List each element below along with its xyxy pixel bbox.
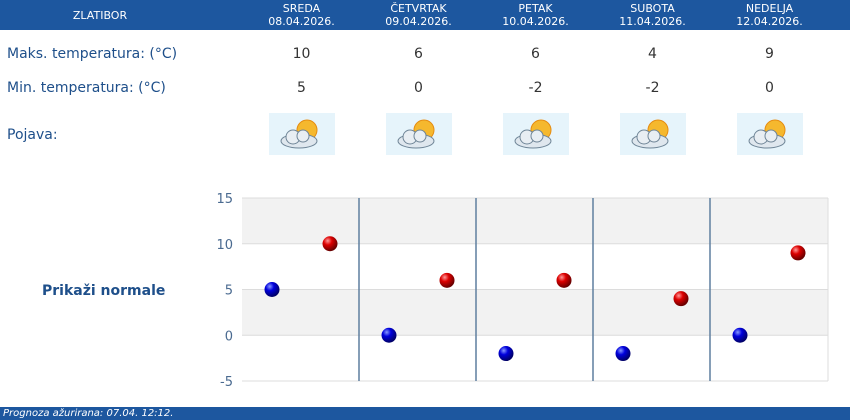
min-temp-value: 0 xyxy=(414,80,423,96)
min-temp-value: -2 xyxy=(528,80,543,96)
max-temp-point xyxy=(322,236,338,252)
max-temp-point xyxy=(556,272,572,288)
min-temp-value: 0 xyxy=(765,80,774,96)
max-temp-point xyxy=(673,291,689,307)
y-tick-label: 0 xyxy=(225,329,233,344)
max-temp-value: 10 xyxy=(292,46,311,62)
max-temp-point xyxy=(790,245,806,261)
max-temp-value: 6 xyxy=(414,46,423,62)
show-normals-link[interactable]: Prikaži normale xyxy=(42,283,166,299)
day-name: ČETVRTAK xyxy=(390,2,447,15)
day-header: NEDELJA 12.04.2026. xyxy=(711,2,828,28)
min-temp-point xyxy=(498,346,514,362)
phenomenon-label: Pojava: xyxy=(7,127,58,143)
max-temp-label: Maks. temperatura: (°C) xyxy=(7,46,178,62)
day-header: SUBOTA 11.04.2026. xyxy=(594,2,711,28)
y-tick-label: 5 xyxy=(225,284,233,299)
min-temp-value: -2 xyxy=(645,80,660,96)
max-temp-point xyxy=(439,272,455,288)
day-name: PETAK xyxy=(518,2,553,15)
day-header: PETAK 10.04.2026. xyxy=(477,2,594,28)
min-temp-point xyxy=(732,327,748,343)
cloudy-sun-icon xyxy=(503,113,569,155)
day-date: 08.04.2026. xyxy=(268,15,335,28)
footer-update-time: Prognoza ažurirana: 07.04. 12:12. xyxy=(0,407,850,420)
sunny-cloud-icon xyxy=(737,113,803,155)
max-temp-value: 9 xyxy=(765,46,774,62)
day-date: 12.04.2026. xyxy=(736,15,803,28)
max-temp-value: 4 xyxy=(648,46,657,62)
chart-band xyxy=(242,289,828,336)
day-name: SUBOTA xyxy=(630,2,675,15)
min-temp-label: Min. temperatura: (°C) xyxy=(7,80,166,96)
min-temp-point xyxy=(615,346,631,362)
day-name: SREDA xyxy=(282,2,321,15)
location-name: ZLATIBOR xyxy=(72,9,128,22)
max-temp-value: 6 xyxy=(531,46,540,62)
day-header: SREDA 08.04.2026. xyxy=(243,2,360,28)
day-date: 11.04.2026. xyxy=(619,15,686,28)
header-bar: ZLATIBOR SREDA 08.04.2026. ČETVRTAK 09.04.2… xyxy=(0,0,850,30)
temperature-chart: 15 10 5 0 -5 xyxy=(216,192,829,390)
y-tick-label: 10 xyxy=(216,238,233,253)
day-name: NEDELJA xyxy=(745,2,794,15)
cloudy-sun-icon xyxy=(386,113,452,155)
day-date: 10.04.2026. xyxy=(502,15,569,28)
partly-cloudy-icon xyxy=(269,113,335,155)
y-tick-label: 15 xyxy=(216,192,233,207)
min-temp-value: 5 xyxy=(297,80,306,96)
day-date: 09.04.2026. xyxy=(385,15,452,28)
min-temp-point xyxy=(264,282,280,297)
partly-cloudy-icon xyxy=(620,113,686,155)
min-temp-point xyxy=(381,327,397,343)
day-header: ČETVRTAK 09.04.2026. xyxy=(360,2,477,28)
chart-band xyxy=(242,198,828,244)
y-tick-label: -5 xyxy=(220,375,233,390)
